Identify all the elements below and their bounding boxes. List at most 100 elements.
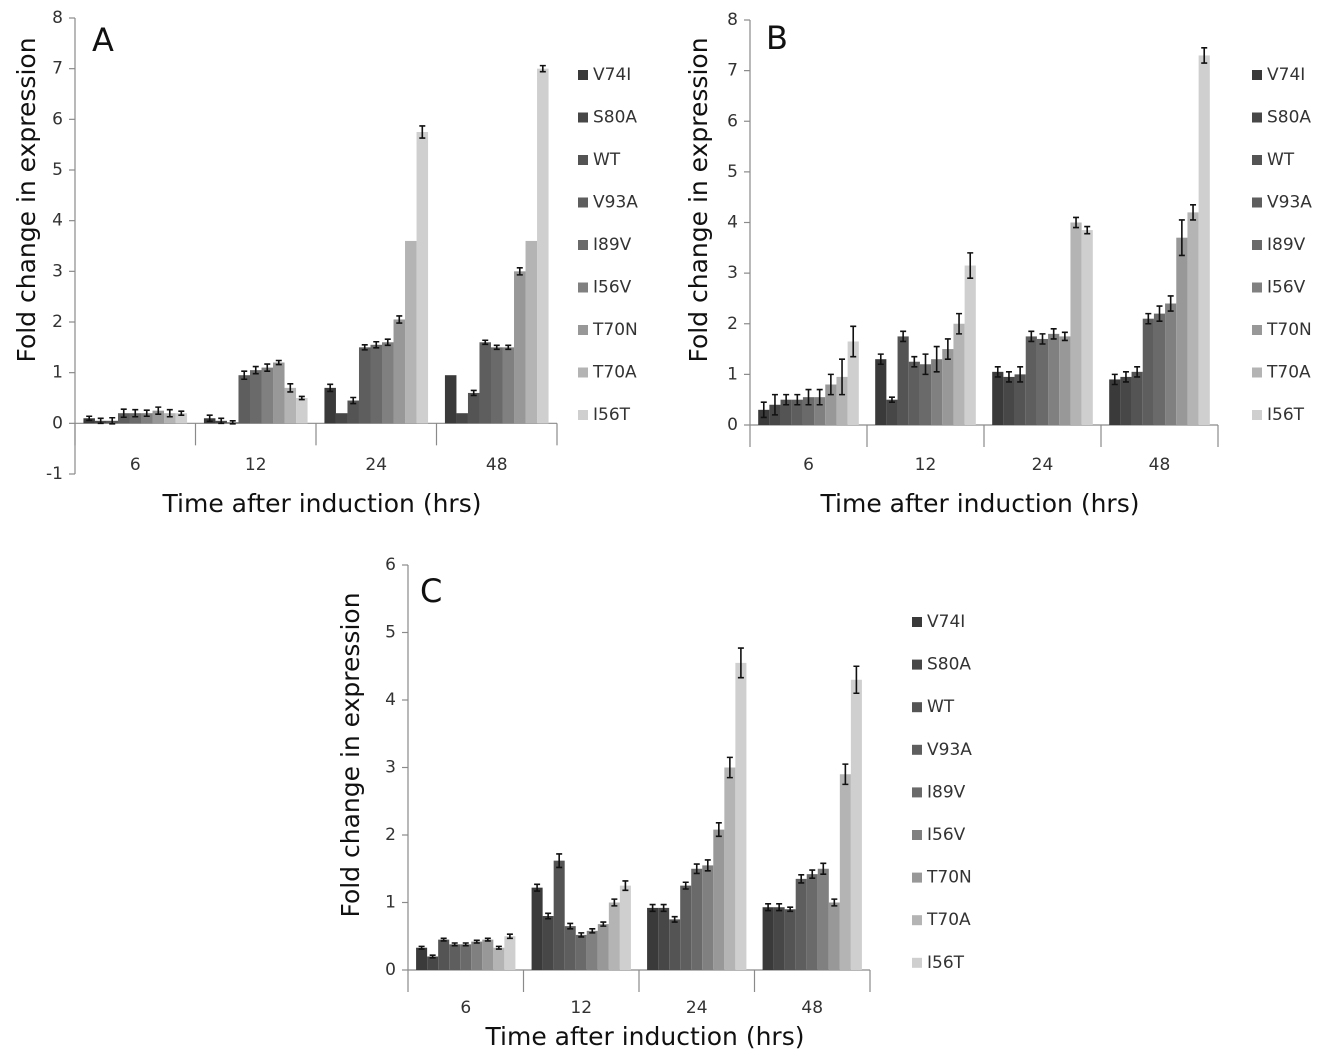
- bar: [908, 361, 920, 425]
- bar: [438, 939, 450, 970]
- error-bar: [482, 339, 489, 346]
- legend-swatch: [1252, 112, 1262, 123]
- legend-swatch: [912, 744, 922, 755]
- legend-label: I56V: [927, 825, 966, 845]
- error-bar: [794, 393, 801, 406]
- bar: [1036, 338, 1049, 425]
- legend-swatch: [578, 155, 588, 165]
- error-bar: [831, 898, 838, 907]
- error-bar: [1145, 312, 1152, 325]
- error-bar: [534, 883, 541, 892]
- legend-swatch: [578, 367, 588, 378]
- error-bar: [419, 125, 426, 139]
- error-bar: [933, 345, 940, 373]
- bar: [680, 885, 692, 970]
- legend-swatch: [578, 325, 588, 335]
- legend-label: T70A: [592, 363, 637, 383]
- error-bar: [805, 388, 812, 406]
- panel-title: B: [766, 19, 788, 57]
- legend-label: WT: [1267, 150, 1295, 170]
- y-tick-label: 4: [385, 690, 396, 710]
- bar: [537, 68, 549, 424]
- bar: [806, 874, 818, 970]
- y-tick-label: 7: [52, 59, 63, 79]
- error-bar: [944, 338, 951, 360]
- x-tick-label: 24: [365, 455, 387, 475]
- error-bar: [451, 942, 458, 947]
- bar: [964, 265, 976, 425]
- bar: [1120, 376, 1132, 425]
- bar: [735, 662, 747, 970]
- bar: [1014, 374, 1026, 425]
- error-bar: [842, 763, 849, 786]
- bar: [839, 774, 851, 970]
- bar: [953, 323, 965, 425]
- error-bar: [994, 365, 1001, 378]
- error-bar: [737, 647, 744, 679]
- error-bar: [820, 862, 827, 875]
- legend-label: T70A: [1266, 363, 1311, 383]
- bar: [875, 359, 887, 425]
- y-axis-label: Fold change in expression: [12, 37, 41, 362]
- legend-label: V93A: [927, 740, 972, 760]
- bar: [261, 367, 274, 424]
- bar: [836, 376, 848, 425]
- legend-swatch: [578, 70, 588, 80]
- bar: [1198, 55, 1210, 425]
- bar: [658, 907, 670, 970]
- error-bar: [922, 353, 929, 376]
- error-bar: [726, 756, 733, 779]
- bar: [370, 344, 383, 424]
- legend-swatch: [912, 702, 922, 713]
- bar: [175, 413, 188, 424]
- legend-swatch: [912, 787, 922, 798]
- error-bar: [484, 937, 491, 942]
- legend-label: I56V: [1267, 278, 1306, 298]
- error-bar: [361, 344, 368, 351]
- error-bar: [109, 416, 116, 425]
- legend-swatch: [578, 410, 588, 420]
- error-bar: [97, 417, 104, 425]
- error-bar: [229, 420, 236, 425]
- bar: [1109, 379, 1121, 425]
- y-tick-label: 1: [385, 893, 396, 913]
- y-axis-label: Fold change in expression: [336, 592, 365, 917]
- bar: [1070, 222, 1082, 425]
- bar: [669, 919, 681, 970]
- bar: [780, 399, 792, 425]
- bar: [931, 359, 943, 425]
- legend-swatch: [1252, 325, 1262, 335]
- bar: [273, 362, 285, 424]
- x-tick-label: 12: [570, 998, 592, 1018]
- error-bar: [1201, 47, 1208, 64]
- error-bar: [1073, 216, 1080, 229]
- legend-label: T70N: [926, 868, 972, 888]
- legend-label: V93A: [593, 193, 638, 213]
- legend-swatch: [578, 282, 588, 293]
- bar: [393, 319, 406, 424]
- bar: [795, 878, 807, 970]
- error-bar: [218, 417, 225, 425]
- bar: [586, 930, 598, 970]
- error-bar: [715, 822, 722, 838]
- error-bar: [850, 325, 857, 358]
- y-tick-label: 6: [385, 555, 396, 575]
- bar: [608, 902, 620, 970]
- y-tick-label: 8: [52, 8, 63, 28]
- panel-title: C: [420, 572, 442, 610]
- error-bar: [1050, 328, 1057, 340]
- x-tick-label: 24: [1032, 455, 1054, 475]
- bar: [449, 944, 461, 970]
- bar: [335, 413, 348, 424]
- y-tick-label: 6: [52, 109, 63, 129]
- error-bar: [671, 915, 678, 923]
- bar: [791, 399, 803, 425]
- legend-swatch: [1252, 367, 1262, 378]
- y-tick-label: 2: [52, 312, 63, 332]
- legend-swatch: [912, 617, 922, 627]
- error-bar: [264, 363, 271, 372]
- error-bar: [516, 266, 523, 276]
- error-bar: [911, 355, 918, 368]
- legend-label: T70N: [1266, 320, 1312, 340]
